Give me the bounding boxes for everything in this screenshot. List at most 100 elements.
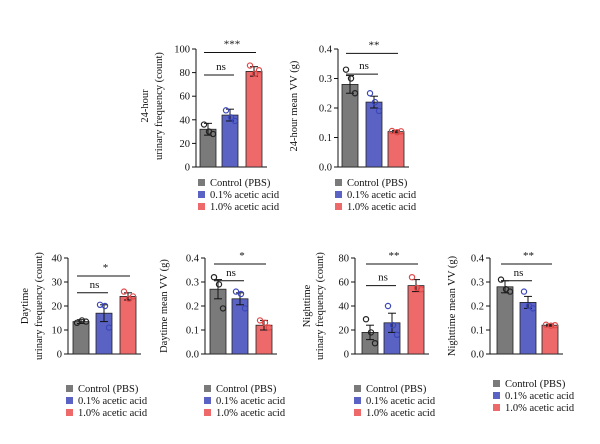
bar-3 — [541, 324, 559, 355]
data-point — [210, 274, 218, 281]
data-point — [366, 90, 374, 97]
data-point — [82, 318, 90, 325]
legend-swatch — [204, 385, 211, 392]
legend-label: Control (PBS) — [347, 178, 408, 189]
y-tick-label: 20 — [52, 302, 63, 313]
y-tick-label: 40 — [52, 254, 63, 265]
legend-label: Control (PBS) — [210, 178, 271, 189]
y-tick-label: 0 — [57, 350, 62, 361]
y-tick-label: 0.0 — [319, 163, 332, 174]
data-point — [393, 128, 401, 136]
significance-label: ns — [216, 61, 226, 73]
data-point — [375, 107, 383, 115]
y-axis-label: 24-hour — [140, 89, 151, 123]
y-tick-label: 0 — [344, 350, 349, 361]
legend-label: Control (PBS) — [216, 384, 277, 395]
bar-2 — [221, 114, 239, 168]
bar-3 — [407, 285, 425, 355]
data-point — [389, 322, 397, 329]
legend-swatch — [493, 404, 500, 411]
legend-label: 0.1% acetic acid — [505, 391, 575, 402]
y-tick-label: 0.3 — [471, 278, 484, 289]
data-point — [232, 288, 240, 295]
data-point — [547, 322, 555, 329]
legend-swatch — [354, 409, 361, 416]
y-tick-label: 0.4 — [471, 254, 485, 265]
y-axis-label: urinary frequency (count) — [34, 252, 45, 360]
y-tick-label: 0.0 — [186, 350, 199, 361]
legend-label: 1.0% acetic acid — [78, 408, 148, 419]
legend-label: 1.0% acetic acid — [505, 403, 575, 414]
legend-label: 0.1% acetic acid — [210, 190, 280, 201]
legend-label: 1.0% acetic acid — [347, 202, 417, 213]
significance-label: *** — [224, 39, 241, 51]
significance-label: ns — [226, 267, 236, 279]
y-tick-label: 0.4 — [319, 45, 333, 56]
chart-panel-5: 0 20 40 60 80 Nighttime urinary frequency (cou… — [302, 250, 429, 361]
data-point — [529, 305, 537, 312]
significance-label: ns — [378, 272, 388, 284]
data-point — [371, 98, 379, 106]
data-point — [362, 316, 370, 323]
y-tick-label: 0.1 — [186, 326, 199, 337]
legend-swatch — [354, 397, 361, 404]
data-point — [342, 66, 350, 73]
data-point — [265, 324, 273, 331]
data-point — [241, 305, 249, 312]
bar-1 — [341, 84, 359, 168]
y-tick-label: 0 — [185, 163, 190, 174]
legend-label: Control (PBS) — [505, 379, 566, 390]
data-point — [227, 114, 235, 121]
y-tick-label: 0.1 — [471, 326, 484, 337]
y-tick-label: 0.2 — [186, 302, 199, 313]
legend-label: 0.1% acetic acid — [347, 190, 417, 201]
y-tick-label: 60 — [339, 278, 350, 289]
data-point — [215, 281, 223, 288]
data-point — [551, 322, 559, 329]
data-point — [120, 288, 128, 295]
significance-label: * — [239, 250, 245, 262]
significance-label: ns — [359, 60, 369, 72]
legend-label: Control (PBS) — [366, 384, 427, 395]
legend-swatch — [493, 392, 500, 399]
legend-label: 0.1% acetic acid — [366, 396, 436, 407]
y-axis-label: Nighttime — [302, 284, 313, 327]
data-point — [367, 329, 375, 336]
bar-2 — [519, 301, 537, 355]
data-point — [73, 319, 81, 326]
y-tick-label: 100 — [174, 45, 190, 56]
bar-2 — [365, 101, 383, 168]
chart-panel-6: 0.0 0.1 0.2 0.3 0.4 Nighttime mean VV (g) ** ns — [447, 250, 563, 361]
data-point — [417, 286, 425, 293]
y-axis-label: Daytime — [20, 288, 31, 324]
data-point — [105, 324, 113, 331]
y-axis-label: Daytime mean VV (g) — [159, 259, 170, 353]
data-point — [256, 317, 264, 324]
y-tick-label: 10 — [52, 326, 63, 337]
legend-swatch — [335, 179, 342, 186]
legend-swatch — [204, 397, 211, 404]
y-tick-label: 40 — [339, 302, 350, 313]
significance-label: ** — [523, 250, 534, 262]
legend-swatch — [335, 203, 342, 210]
y-tick-label: 0.4 — [186, 254, 200, 265]
legend-swatch — [198, 203, 205, 210]
legend-swatch — [198, 179, 205, 186]
data-point — [101, 302, 109, 310]
data-point — [237, 290, 245, 298]
bar-3 — [387, 131, 405, 168]
data-point — [393, 331, 401, 338]
data-point — [78, 317, 86, 324]
data-point — [200, 121, 208, 128]
data-point — [231, 117, 239, 125]
legend-swatch — [335, 191, 342, 198]
data-point — [261, 319, 269, 326]
legend-label: 0.1% acetic acid — [216, 396, 286, 407]
y-tick-label: 0.2 — [319, 104, 332, 115]
